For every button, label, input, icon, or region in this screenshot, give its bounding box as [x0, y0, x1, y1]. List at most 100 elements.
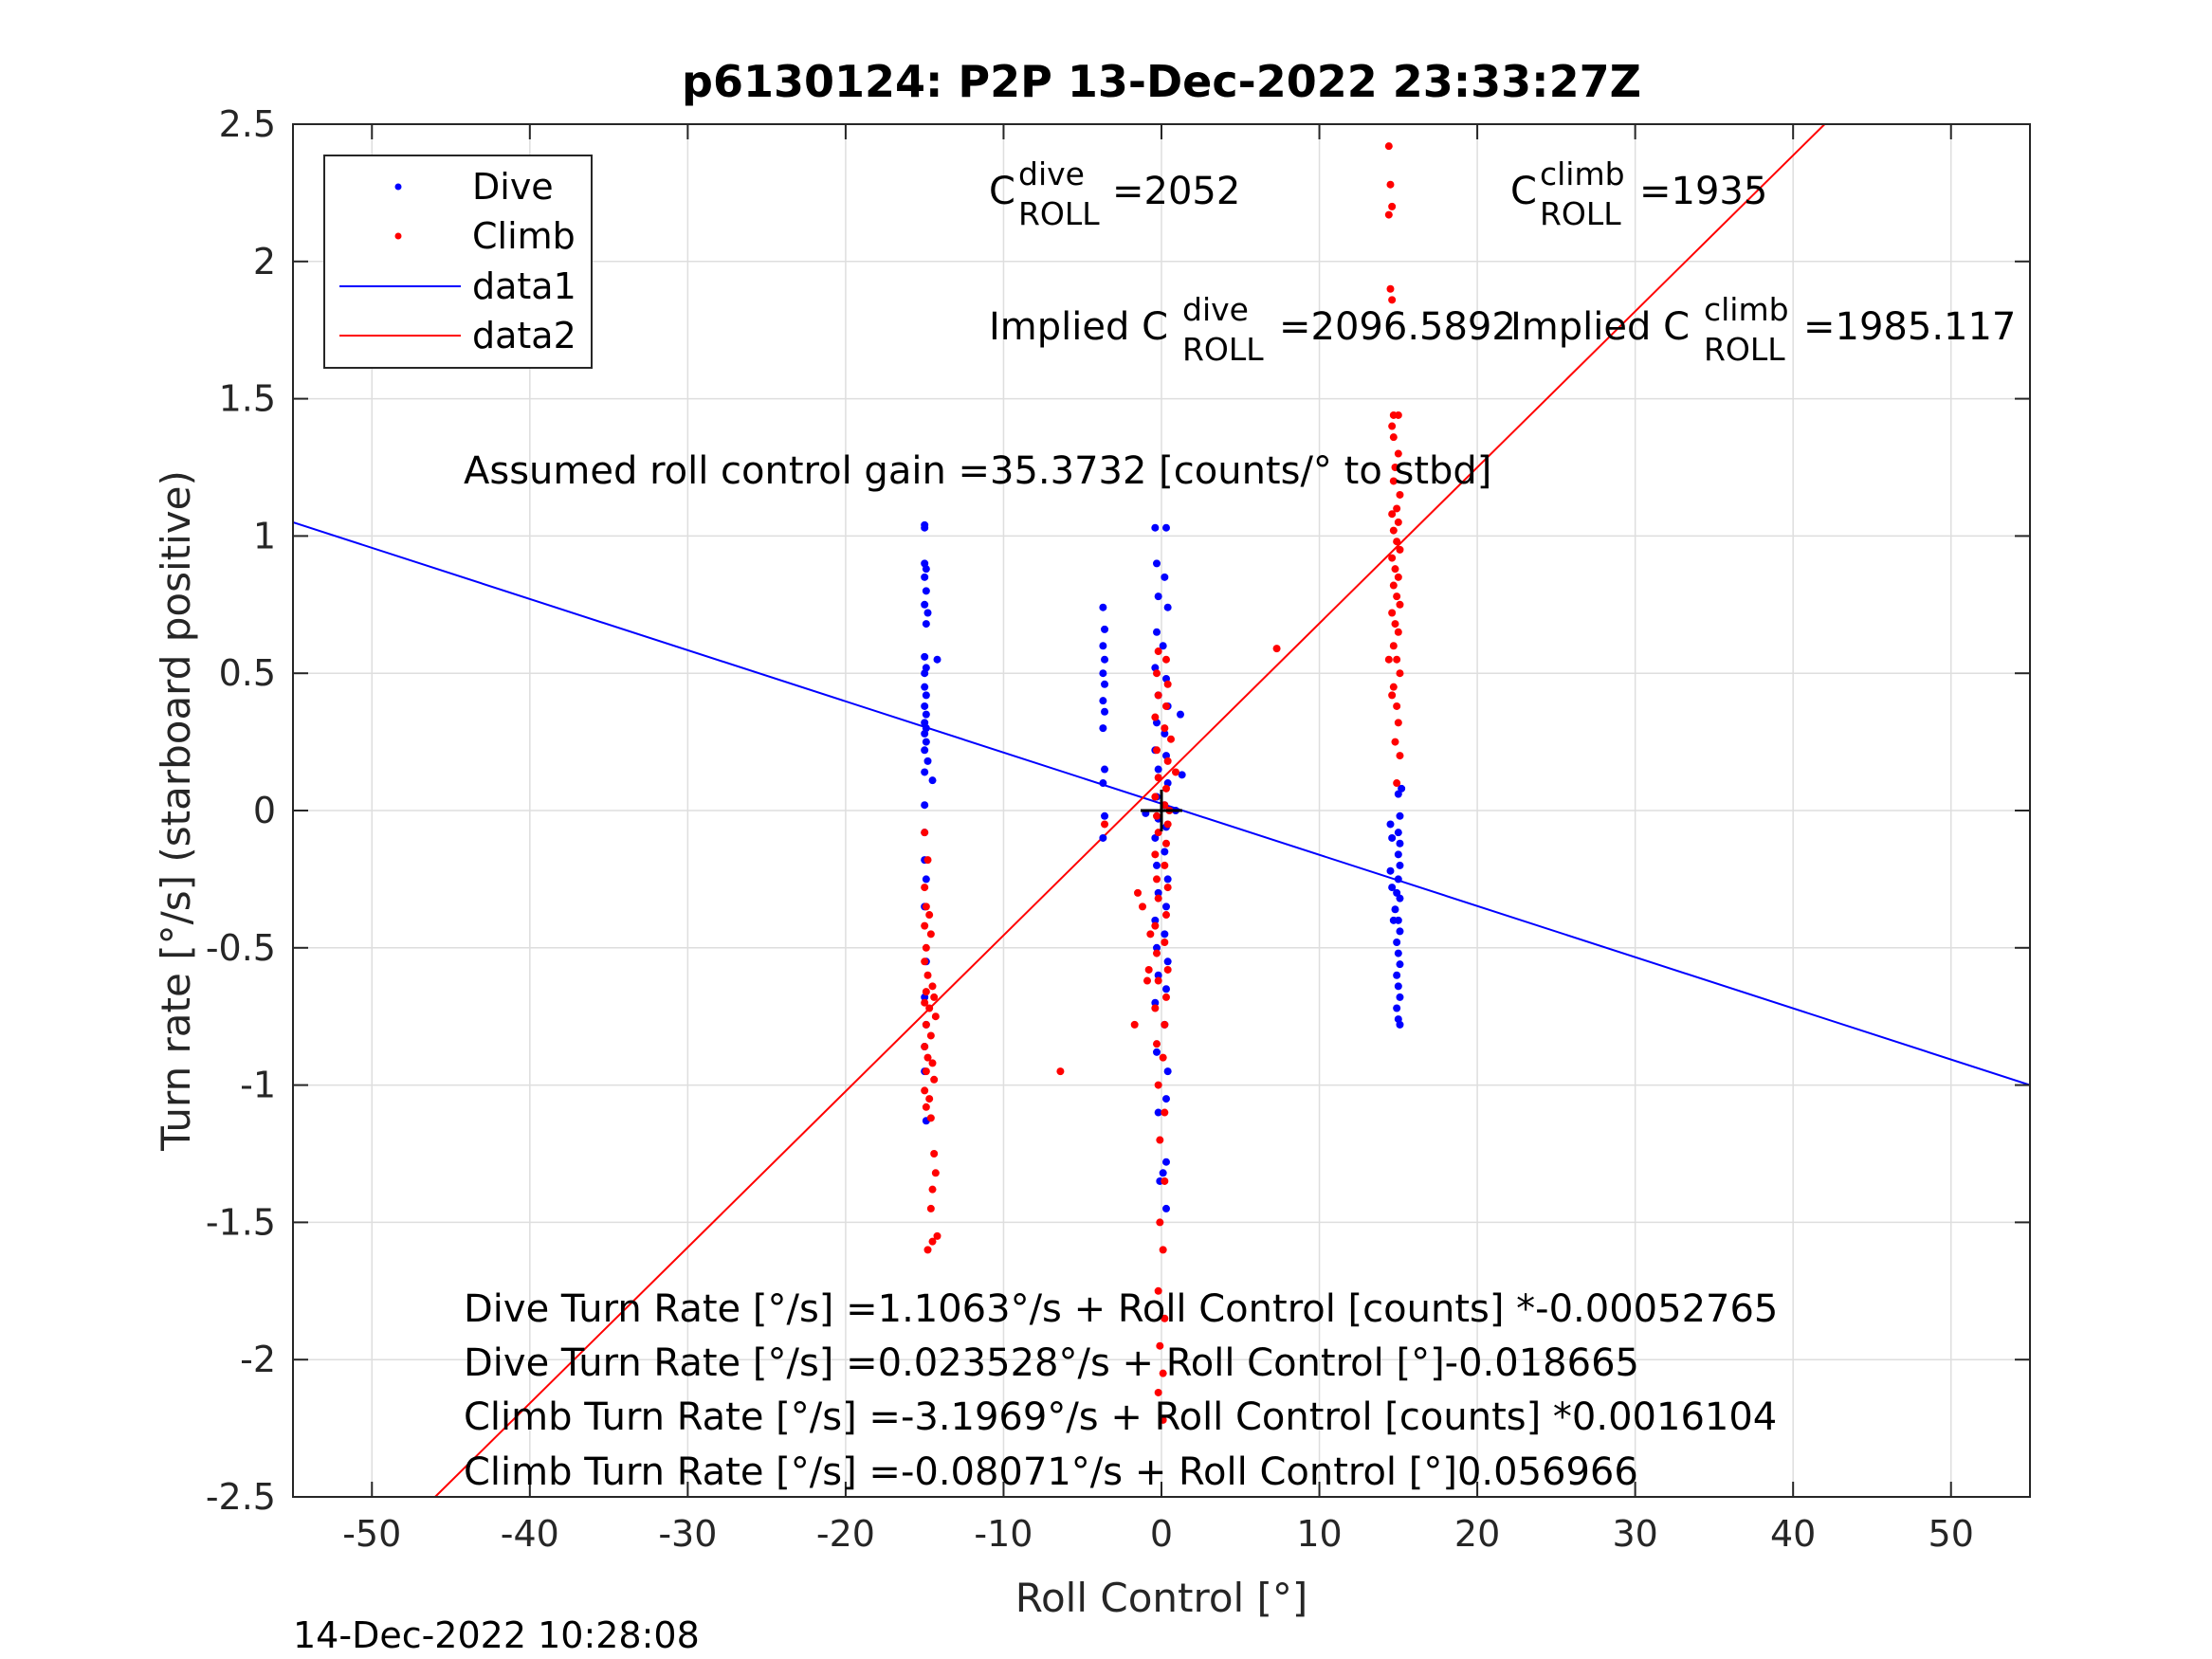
point-climb [930, 993, 939, 1001]
point-dive [1394, 982, 1402, 991]
point-climb [922, 988, 930, 996]
point-dive [1151, 523, 1160, 532]
point-dive [923, 609, 932, 617]
point-climb [1163, 965, 1172, 974]
point-climb [1396, 752, 1404, 760]
point-dive [922, 587, 930, 595]
point-dive [1161, 902, 1170, 911]
y-tick-label: -1 [240, 1065, 276, 1106]
point-dive [921, 768, 929, 776]
point-climb [1171, 768, 1179, 776]
point-dive [1099, 724, 1107, 733]
point-climb [1161, 1108, 1169, 1117]
c-climb-base: C [1510, 170, 1537, 213]
point-climb [1391, 620, 1399, 629]
point-climb [1154, 976, 1162, 985]
point-dive [1396, 960, 1404, 969]
point-climb [1388, 202, 1397, 210]
point-dive [1396, 927, 1404, 936]
point-dive [1154, 765, 1162, 774]
origin-marker [1141, 790, 1182, 831]
point-climb [1154, 1388, 1162, 1396]
point-climb [923, 971, 932, 979]
point-climb [1151, 921, 1160, 930]
eq-line-4: Climb Turn Rate [°/s] =-0.08071°/s + Rol… [464, 1450, 1638, 1494]
point-climb [1394, 628, 1402, 636]
point-dive [1161, 848, 1169, 856]
point-dive [1394, 829, 1402, 837]
point-climb [933, 1231, 941, 1240]
point-dive [1396, 839, 1404, 848]
point-dive [1161, 930, 1169, 939]
point-dive [922, 691, 930, 700]
annotation-c-dive: C dive ROLL =2052 [989, 155, 1240, 232]
x-tick-label: -20 [816, 1513, 875, 1555]
y-tick-label: -1.5 [206, 1201, 276, 1243]
point-climb [922, 943, 930, 952]
point-dive [1393, 1004, 1401, 1012]
point-climb [1153, 1040, 1161, 1048]
y-tick-label: 1 [253, 515, 276, 556]
point-climb [923, 1053, 932, 1062]
point-dive [1159, 1169, 1167, 1177]
point-climb [931, 1012, 940, 1021]
point-dive [1396, 1020, 1404, 1029]
point-climb [1161, 1020, 1169, 1029]
point-climb [923, 856, 932, 865]
annotation-implied-climb: Implied C climb ROLL =1985.117 [1510, 291, 2016, 368]
point-dive [1176, 710, 1184, 719]
point-climb [1396, 669, 1404, 678]
point-dive [1161, 1095, 1170, 1103]
fit-line-data2 [434, 123, 1826, 1498]
implied-climb-value: =1985.117 [1803, 305, 2016, 349]
point-climb [1394, 719, 1402, 727]
point-dive [923, 757, 932, 765]
point-climb [1163, 757, 1172, 765]
point-dive [1393, 939, 1401, 947]
implied-dive-prefix: Implied C [989, 305, 1168, 349]
point-climb [1389, 433, 1398, 442]
implied-climb-prefix: Implied C [1510, 305, 1690, 349]
point-dive [1154, 971, 1162, 979]
point-dive [1153, 861, 1161, 869]
timestamp: 14-Dec-2022 10:28:08 [293, 1614, 700, 1656]
point-climb [1153, 949, 1161, 957]
point-climb [1388, 296, 1397, 304]
point-climb [1156, 1218, 1164, 1227]
point-climb [928, 1185, 937, 1194]
point-dive [1159, 642, 1167, 650]
point-dive [1388, 833, 1397, 842]
point-climb [1154, 894, 1162, 902]
point-dive [921, 729, 929, 738]
point-dive [1099, 833, 1107, 842]
legend-data1-label: data1 [472, 265, 576, 307]
gain-annotation: Assumed roll control gain =35.3732 [coun… [464, 449, 1491, 493]
legend-box [323, 155, 593, 369]
point-dive [921, 573, 929, 581]
point-climb [1393, 504, 1401, 513]
point-climb [921, 998, 929, 1007]
point-climb [921, 1086, 929, 1095]
point-dive [922, 565, 930, 574]
point-dive [1161, 573, 1169, 581]
point-dive [1161, 729, 1169, 738]
point-climb [931, 1169, 940, 1177]
point-climb [1159, 1246, 1167, 1254]
point-climb [1163, 884, 1172, 892]
point-dive [921, 801, 929, 810]
point-climb [1384, 142, 1393, 151]
point-climb [1161, 655, 1170, 664]
legend-dive-marker [394, 183, 402, 191]
point-dive [1153, 628, 1161, 636]
point-climb [1154, 647, 1162, 656]
point-climb [921, 884, 929, 892]
point-dive [1099, 697, 1107, 705]
point-climb [925, 1004, 934, 1012]
point-dive [933, 655, 941, 664]
point-climb [1272, 645, 1281, 653]
point-dive [1388, 884, 1397, 892]
point-climb [925, 1095, 934, 1103]
point-climb [1389, 683, 1398, 691]
point-climb [922, 1020, 930, 1029]
point-climb [1388, 510, 1397, 519]
